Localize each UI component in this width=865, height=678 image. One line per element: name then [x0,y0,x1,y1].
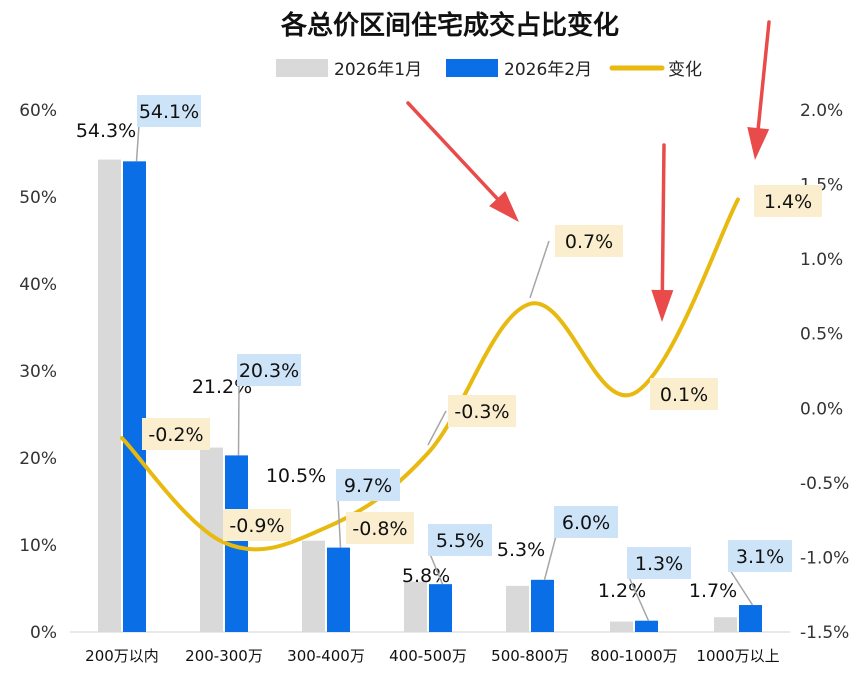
y-left-tick-label: 60% [19,101,57,121]
x-tick-label: 200万以内 [85,647,159,665]
bar-feb [327,548,350,632]
label-feb: 9.7% [344,475,392,497]
label-feb: 3.1% [736,546,784,568]
leader-line [137,125,140,161]
bar-jan [714,617,737,632]
y-right-tick-label: -1.0% [800,548,849,568]
label-change: -0.3% [454,401,509,423]
label-jan: 54.3% [76,120,136,142]
arrow-shaft [662,145,664,290]
x-tick-label: 1000万以上 [696,647,779,665]
x-tick-label: 800-1000万 [590,647,677,665]
label-feb: 54.1% [139,101,199,123]
arrow-shaft [408,103,497,199]
chart-title: 各总价区间住宅成交占比变化 [280,10,619,41]
bar-jan [610,622,633,632]
y-axis-left: 0% 10% 20% 30% 40% 50% 60% [19,101,57,643]
x-tick-label: 500-800万 [491,647,569,665]
legend-label-feb: 2026年2月 [504,60,592,80]
x-tick-label: 300-400万 [287,647,365,665]
bar-feb [429,584,452,632]
bar-jan [98,160,121,632]
y-right-tick-label: 2.0% [800,101,843,121]
y-left-tick-label: 0% [30,623,57,643]
bar-jan [404,582,427,632]
bar-feb [635,621,658,632]
legend-swatch-feb [446,59,498,77]
leader-line [545,536,557,580]
label-jan: 1.7% [689,580,737,602]
label-feb: 20.3% [239,360,299,382]
label-feb: 1.3% [635,553,683,575]
legend-swatch-jan [276,59,328,77]
y-left-tick-label: 20% [19,449,57,469]
bar-feb [739,605,762,632]
x-tick-label: 200-300万 [185,647,263,665]
y-left-tick-label: 50% [19,188,57,208]
leader-line [239,384,240,455]
y-right-tick-label: 0.5% [800,325,843,345]
y-left-tick-label: 10% [19,536,57,556]
bar-jan [302,541,325,632]
data-labels-layer: 54.3%21.2%10.5%5.8%5.3%1.2%1.7%54.1%20.3… [76,95,822,621]
label-change: 0.1% [660,384,708,406]
label-feb: 6.0% [562,512,610,534]
legend: 2026年1月 2026年2月 变化 [276,59,702,80]
label-jan: 10.5% [266,465,326,487]
label-change: 0.7% [565,231,613,253]
bar-jan [506,586,529,632]
label-feb: 5.5% [436,530,484,552]
arrow-head [651,290,673,322]
label-change: 1.4% [764,191,812,213]
leader-line [530,241,549,298]
label-jan: 5.3% [497,539,545,561]
arrow-head [747,127,769,160]
y-right-tick-label: -0.5% [800,474,849,494]
y-left-tick-label: 40% [19,275,57,295]
bar-feb [123,161,146,632]
y-right-tick-label: -1.5% [800,623,849,643]
legend-label-change: 变化 [668,60,702,80]
label-change: -0.8% [352,518,407,540]
y-right-tick-label: 0.0% [800,399,843,419]
y-left-tick-label: 30% [19,362,57,382]
label-change: -0.9% [229,515,284,537]
y-axis-right: -1.5%-1.0%-0.5%0.0%0.5%1.0%1.5%2.0% [800,101,849,643]
legend-label-jan: 2026年1月 [334,60,422,80]
bar-feb [531,580,554,632]
arrow-shaft [758,22,769,128]
x-tick-label: 400-500万 [389,647,467,665]
label-change: -0.2% [148,424,203,446]
y-right-tick-label: 1.0% [800,250,843,270]
x-axis: 200万以内 200-300万 300-400万 400-500万 500-800万 80… [85,647,779,665]
